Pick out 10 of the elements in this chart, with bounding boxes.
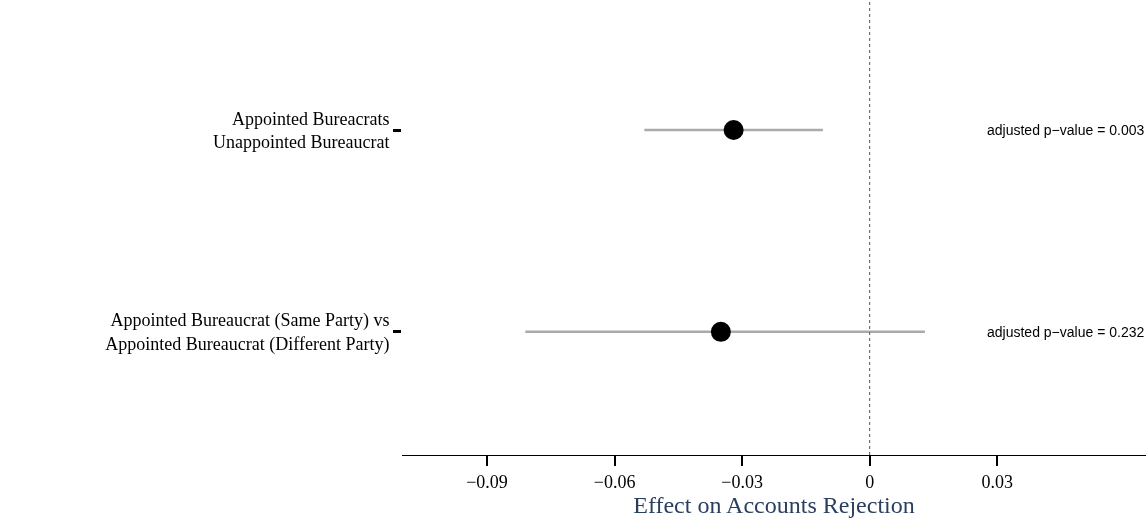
x-tick-label: 0 [865, 471, 875, 492]
annotation: adjusted p−value = 0.003 [987, 122, 1145, 138]
x-tick-label: −0.09 [466, 471, 508, 492]
x-tick-label: 0.03 [981, 471, 1013, 492]
x-tick-label: −0.03 [721, 471, 763, 492]
x-tick-label: −0.06 [593, 471, 636, 492]
y-tick-label: Appointed Bureacrats Unappointed Bureaucrat [212, 108, 390, 152]
x-axis-title: Effect on Accounts Rejection [633, 491, 915, 518]
y-tick-label: Appointed Bureaucrat (Same Party) vs Appointed Bureaucrat (Different Party) [105, 310, 390, 355]
annotation: adjusted p−value = 0.232 [987, 324, 1145, 340]
